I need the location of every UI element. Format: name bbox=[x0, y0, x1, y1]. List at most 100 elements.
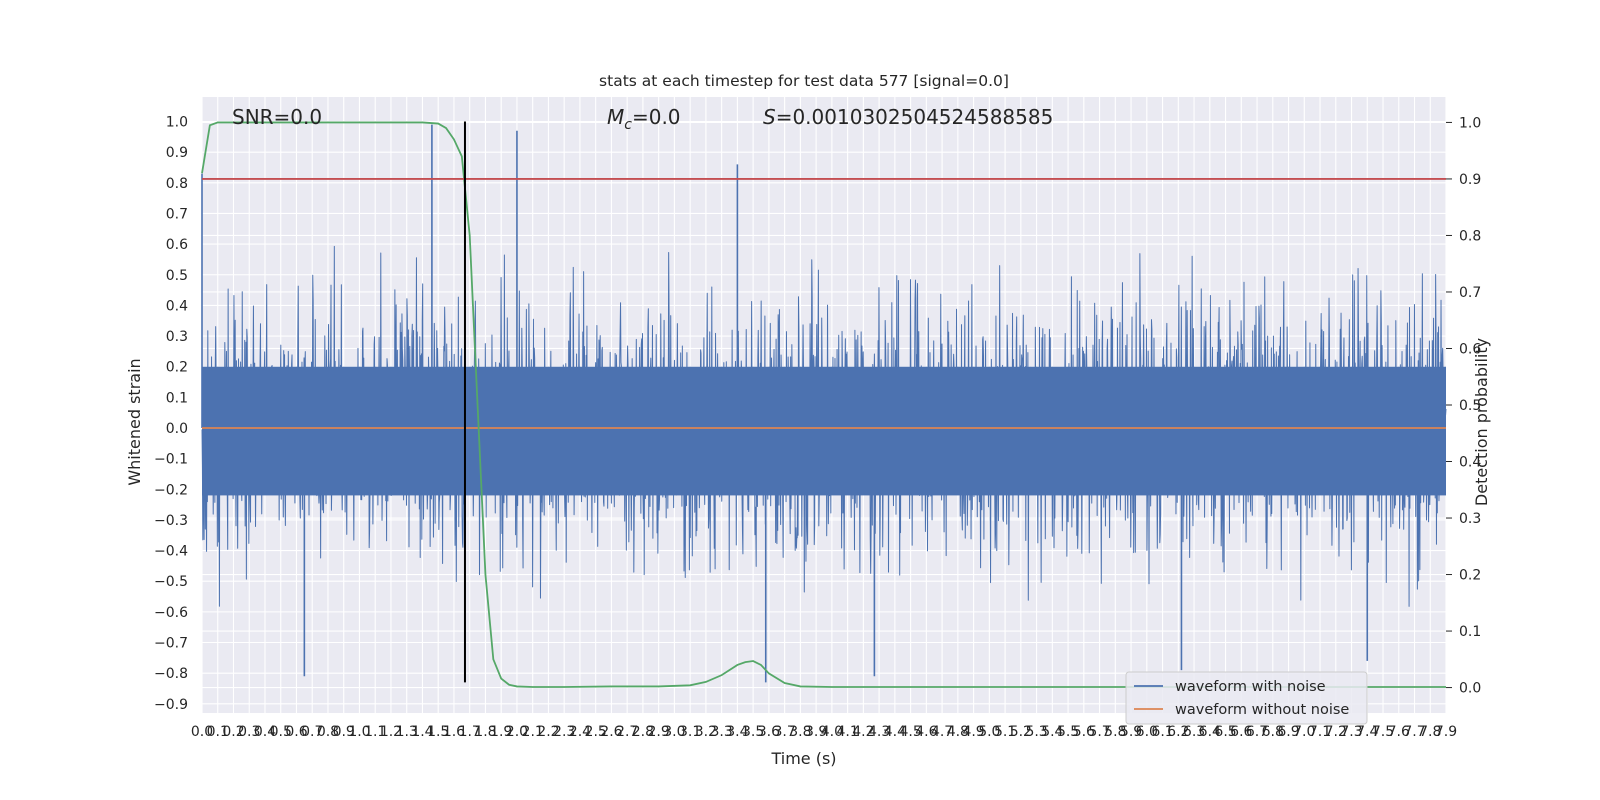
right-tick-label: 0.5 bbox=[1459, 398, 1481, 414]
right-tick-label: 0.6 bbox=[1459, 341, 1481, 357]
x-tick-label: 5.3 bbox=[1025, 724, 1047, 740]
x-tick-label: 7.1 bbox=[1309, 724, 1331, 740]
x-tick-label: 1.1 bbox=[364, 724, 386, 740]
x-tick-label: 3.7 bbox=[774, 724, 796, 740]
x-tick-label: 4.8 bbox=[947, 724, 969, 740]
x-tick-label: 5.5 bbox=[1057, 724, 1079, 740]
x-tick-label: 0.2 bbox=[222, 724, 244, 740]
x-tick-label: 5.0 bbox=[978, 724, 1000, 740]
left-tick-label: 0.3 bbox=[166, 329, 188, 345]
left-tick-label: 1.0 bbox=[166, 115, 188, 131]
x-tick-label: 1.0 bbox=[348, 724, 370, 740]
x-tick-label: 1.3 bbox=[396, 724, 418, 740]
left-tick-label: −0.8 bbox=[154, 666, 188, 682]
x-tick-label: 3.0 bbox=[663, 724, 685, 740]
right-tick-label: 0.2 bbox=[1459, 568, 1481, 584]
x-tick-label: 0.7 bbox=[301, 724, 323, 740]
legend-label-noise: waveform with noise bbox=[1175, 679, 1326, 695]
x-tick-label: 0.4 bbox=[254, 724, 276, 740]
x-tick-label: 5.6 bbox=[1073, 724, 1095, 740]
snr-annotation: SNR=0.0 bbox=[232, 105, 322, 129]
x-tick-label: 4.6 bbox=[915, 724, 937, 740]
right-tick-label: 0.3 bbox=[1459, 511, 1481, 527]
right-tick-label: 1.0 bbox=[1459, 115, 1481, 131]
x-tick-label: 0.1 bbox=[207, 724, 229, 740]
x-tick-label: 1.9 bbox=[490, 724, 512, 740]
left-tick-label: 0.5 bbox=[166, 268, 188, 284]
x-tick-label: 6.4 bbox=[1199, 724, 1221, 740]
x-tick-label: 4.2 bbox=[852, 724, 874, 740]
waveform-noise-core bbox=[202, 366, 1446, 496]
left-axis-ticks: −0.9 −0.8 −0.7 −0.6 −0.5 −0.4 −0.3 −0.2 −0.1 0.0 0… bbox=[154, 115, 188, 713]
x-tick-label: 1.5 bbox=[427, 724, 449, 740]
legend-label-clean: waveform without noise bbox=[1175, 702, 1349, 718]
x-tick-label: 6.6 bbox=[1230, 724, 1252, 740]
left-tick-label: −0.3 bbox=[154, 513, 188, 529]
x-axis-label: Time (s) bbox=[770, 749, 836, 768]
left-tick-label: 0.2 bbox=[166, 360, 188, 376]
x-tick-label: 3.8 bbox=[789, 724, 811, 740]
x-tick-label: 6.0 bbox=[1136, 724, 1158, 740]
x-tick-label: 4.9 bbox=[962, 724, 984, 740]
chirp-mass-annotation: Mc=0.0 bbox=[607, 105, 681, 133]
x-tick-label: 6.2 bbox=[1167, 724, 1189, 740]
x-tick-label: 2.9 bbox=[648, 724, 670, 740]
left-tick-label: 0.7 bbox=[166, 206, 188, 222]
right-tick-label: 0.9 bbox=[1459, 172, 1481, 188]
left-tick-label: 0.0 bbox=[166, 421, 188, 437]
left-tick-label: −0.4 bbox=[154, 544, 188, 560]
x-tick-label: 7.2 bbox=[1325, 724, 1347, 740]
left-tick-label: 0.8 bbox=[166, 176, 188, 192]
x-tick-label: 7.6 bbox=[1388, 724, 1410, 740]
x-tick-label: 3.1 bbox=[679, 724, 701, 740]
left-axis-label: Whitened strain bbox=[125, 358, 144, 485]
x-tick-label: 3.2 bbox=[695, 724, 717, 740]
x-tick-label: 5.7 bbox=[1088, 724, 1110, 740]
legend-box bbox=[1125, 671, 1368, 725]
x-tick-label: 3.3 bbox=[711, 724, 733, 740]
x-tick-label: 2.1 bbox=[522, 724, 544, 740]
x-tick-label: 5.8 bbox=[1104, 724, 1126, 740]
x-tick-label: 1.8 bbox=[474, 724, 496, 740]
x-tick-label: 7.7 bbox=[1403, 724, 1425, 740]
x-tick-label: 4.7 bbox=[931, 724, 953, 740]
x-tick-label: 4.0 bbox=[821, 724, 843, 740]
x-tick-label: 2.2 bbox=[537, 724, 559, 740]
left-tick-label: −0.5 bbox=[154, 574, 188, 590]
x-tick-label: 1.6 bbox=[443, 724, 465, 740]
x-axis-ticks: 0.00.10.20.30.40.50.60.70.80.91.01.11.21… bbox=[191, 724, 1457, 740]
detection-probability-line bbox=[201, 121, 1446, 688]
legend: waveform with noise waveform without noi… bbox=[1125, 671, 1368, 725]
x-tick-label: 0.9 bbox=[333, 724, 355, 740]
x-tick-label: 5.2 bbox=[1010, 724, 1032, 740]
x-tick-label: 5.1 bbox=[994, 724, 1016, 740]
x-tick-label: 0.0 bbox=[191, 724, 213, 740]
x-tick-label: 6.1 bbox=[1151, 724, 1173, 740]
right-tick-label: 0.4 bbox=[1459, 455, 1481, 471]
x-tick-label: 1.7 bbox=[459, 724, 481, 740]
x-tick-label: 0.3 bbox=[238, 724, 260, 740]
x-tick-label: 2.4 bbox=[569, 724, 591, 740]
left-tick-label: −0.2 bbox=[154, 482, 188, 498]
x-tick-label: 2.0 bbox=[506, 724, 528, 740]
x-tick-label: 7.8 bbox=[1419, 724, 1441, 740]
right-axis-ticks: 0.0 0.1 0.2 0.3 0.4 0.5 0.6 0.7 0.8 0.9 1.0 bbox=[1446, 115, 1481, 697]
line-series bbox=[201, 121, 1446, 688]
x-tick-label: 1.4 bbox=[411, 724, 433, 740]
x-tick-label: 4.1 bbox=[836, 724, 858, 740]
x-tick-label: 6.8 bbox=[1262, 724, 1284, 740]
x-tick-label: 2.8 bbox=[632, 724, 654, 740]
left-tick-label: −0.7 bbox=[154, 636, 188, 652]
x-tick-label: 3.9 bbox=[805, 724, 827, 740]
left-tick-label: −0.9 bbox=[154, 697, 188, 713]
x-tick-label: 0.8 bbox=[317, 724, 339, 740]
x-tick-label: 2.7 bbox=[616, 724, 638, 740]
x-tick-label: 0.5 bbox=[270, 724, 292, 740]
x-tick-label: 4.5 bbox=[899, 724, 921, 740]
x-tick-label: 7.9 bbox=[1435, 724, 1457, 740]
x-tick-label: 6.5 bbox=[1214, 724, 1236, 740]
x-tick-label: 5.4 bbox=[1041, 724, 1063, 740]
x-tick-label: 2.5 bbox=[585, 724, 607, 740]
x-tick-label: 7.5 bbox=[1372, 724, 1394, 740]
